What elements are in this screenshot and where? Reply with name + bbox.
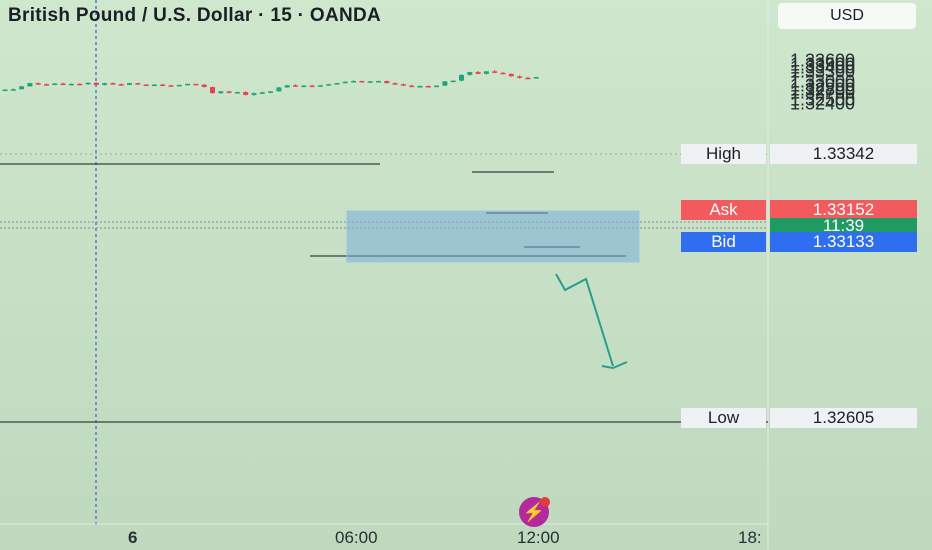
candle-up[interactable] (317, 85, 323, 87)
candle-down[interactable] (60, 83, 66, 85)
candle-up[interactable] (185, 83, 191, 86)
candle-up[interactable] (27, 83, 33, 87)
candle-up[interactable] (102, 83, 108, 85)
candle-up[interactable] (483, 71, 489, 74)
candle-down[interactable] (77, 83, 83, 86)
high-tag-label: High (681, 144, 766, 164)
candle-up[interactable] (251, 93, 257, 95)
candle-down[interactable] (525, 77, 531, 80)
price-scale-label: 1.33300 (790, 61, 856, 82)
time-label: 12:00 (517, 528, 560, 547)
price-scale-label: 1.32800 (790, 79, 856, 100)
candle-up[interactable] (276, 87, 282, 92)
high-tag-value: 1.33342 (770, 144, 917, 164)
candle-up[interactable] (367, 81, 373, 83)
ask-tag-value: 1.33152 (770, 200, 917, 220)
candle-down[interactable] (226, 91, 232, 93)
candle-down[interactable] (118, 84, 124, 86)
candle-down[interactable] (384, 80, 390, 84)
candle-up[interactable] (284, 85, 290, 88)
candle-up[interactable] (342, 81, 348, 84)
candle-up[interactable] (10, 89, 16, 91)
low-tag-value: 1.32605 (770, 408, 917, 428)
candlestick-series (2, 69, 539, 96)
price-scale-label: 1.32700 (790, 82, 856, 103)
candle-up[interactable] (434, 85, 440, 88)
candle-up[interactable] (450, 80, 456, 83)
candle-down[interactable] (135, 83, 141, 85)
candle-up[interactable] (351, 80, 357, 83)
candle-up[interactable] (326, 84, 332, 86)
candle-down[interactable] (500, 72, 506, 75)
candle-up[interactable] (259, 92, 265, 94)
candle-down[interactable] (492, 71, 498, 73)
candle-up[interactable] (467, 72, 473, 75)
arrow-head (601, 361, 628, 370)
candle-down[interactable] (110, 83, 116, 85)
candle-up[interactable] (2, 89, 8, 92)
time-label: 18: (738, 528, 762, 547)
price-scale-label: 1.32900 (790, 75, 856, 96)
candle-up[interactable] (268, 91, 274, 93)
candle-up[interactable] (19, 86, 25, 90)
currency-button[interactable]: USD (778, 3, 916, 29)
candle-down[interactable] (160, 84, 166, 87)
low-tag-label: Low (681, 408, 766, 428)
candle-up[interactable] (127, 83, 132, 85)
candle-up[interactable] (533, 77, 539, 79)
time-label: 06:00 (335, 528, 378, 547)
candle-down[interactable] (359, 80, 365, 83)
candle-down[interactable] (517, 76, 523, 78)
candle-up[interactable] (417, 85, 423, 88)
notification-dot-icon (540, 497, 550, 507)
candle-down[interactable] (508, 73, 514, 77)
candle-up[interactable] (85, 82, 91, 85)
candle-down[interactable] (293, 85, 298, 87)
candle-down[interactable] (400, 84, 406, 86)
candle-down[interactable] (193, 83, 199, 86)
price-scale-label: 1.32400 (790, 93, 856, 114)
candle-up[interactable] (459, 74, 464, 81)
ask-tag-label: Ask (681, 200, 766, 220)
candle-up[interactable] (234, 92, 240, 94)
bid-tag-value: 1.33133 (770, 232, 917, 252)
candle-up[interactable] (151, 84, 157, 87)
tradingview-logo-icon[interactable]: ⚡ (519, 497, 549, 527)
candle-down[interactable] (243, 92, 249, 95)
candle-down[interactable] (201, 84, 207, 88)
symbol-title[interactable]: British Pound / U.S. Dollar · 15 · OANDA (8, 5, 382, 26)
candle-down[interactable] (309, 85, 315, 88)
candle-down[interactable] (35, 83, 41, 85)
candle-down[interactable] (425, 85, 431, 88)
candle-down[interactable] (392, 83, 398, 85)
projection-arrow[interactable] (555, 273, 614, 367)
price-scale-label: 1.33000 (790, 71, 856, 92)
price-scale-label: 1.33500 (790, 54, 856, 75)
candle-down[interactable] (143, 84, 149, 87)
candle-down[interactable] (168, 85, 174, 87)
time-label: 6 (128, 528, 138, 547)
bid-tag-label: Bid (681, 232, 766, 252)
candle-down[interactable] (44, 84, 49, 86)
candle-up[interactable] (442, 81, 448, 86)
zone-rectangle[interactable] (346, 210, 640, 263)
countdown-tag: 11:39 (770, 216, 917, 235)
candle-up[interactable] (176, 84, 182, 87)
candle-down[interactable] (475, 72, 481, 74)
price-scale-label: 1.33600 (790, 50, 856, 71)
candle-up[interactable] (218, 91, 224, 94)
price-scale-label: 1.32500 (790, 89, 856, 110)
candle-up[interactable] (301, 85, 307, 88)
candle-down[interactable] (409, 85, 415, 88)
candle-down[interactable] (93, 82, 99, 85)
candle-up[interactable] (334, 83, 340, 85)
price-scale-label: 1.33400 (790, 57, 856, 78)
candle-up[interactable] (376, 80, 381, 83)
candle-down[interactable] (210, 87, 215, 94)
candle-up[interactable] (68, 83, 74, 86)
candle-up[interactable] (52, 83, 58, 85)
